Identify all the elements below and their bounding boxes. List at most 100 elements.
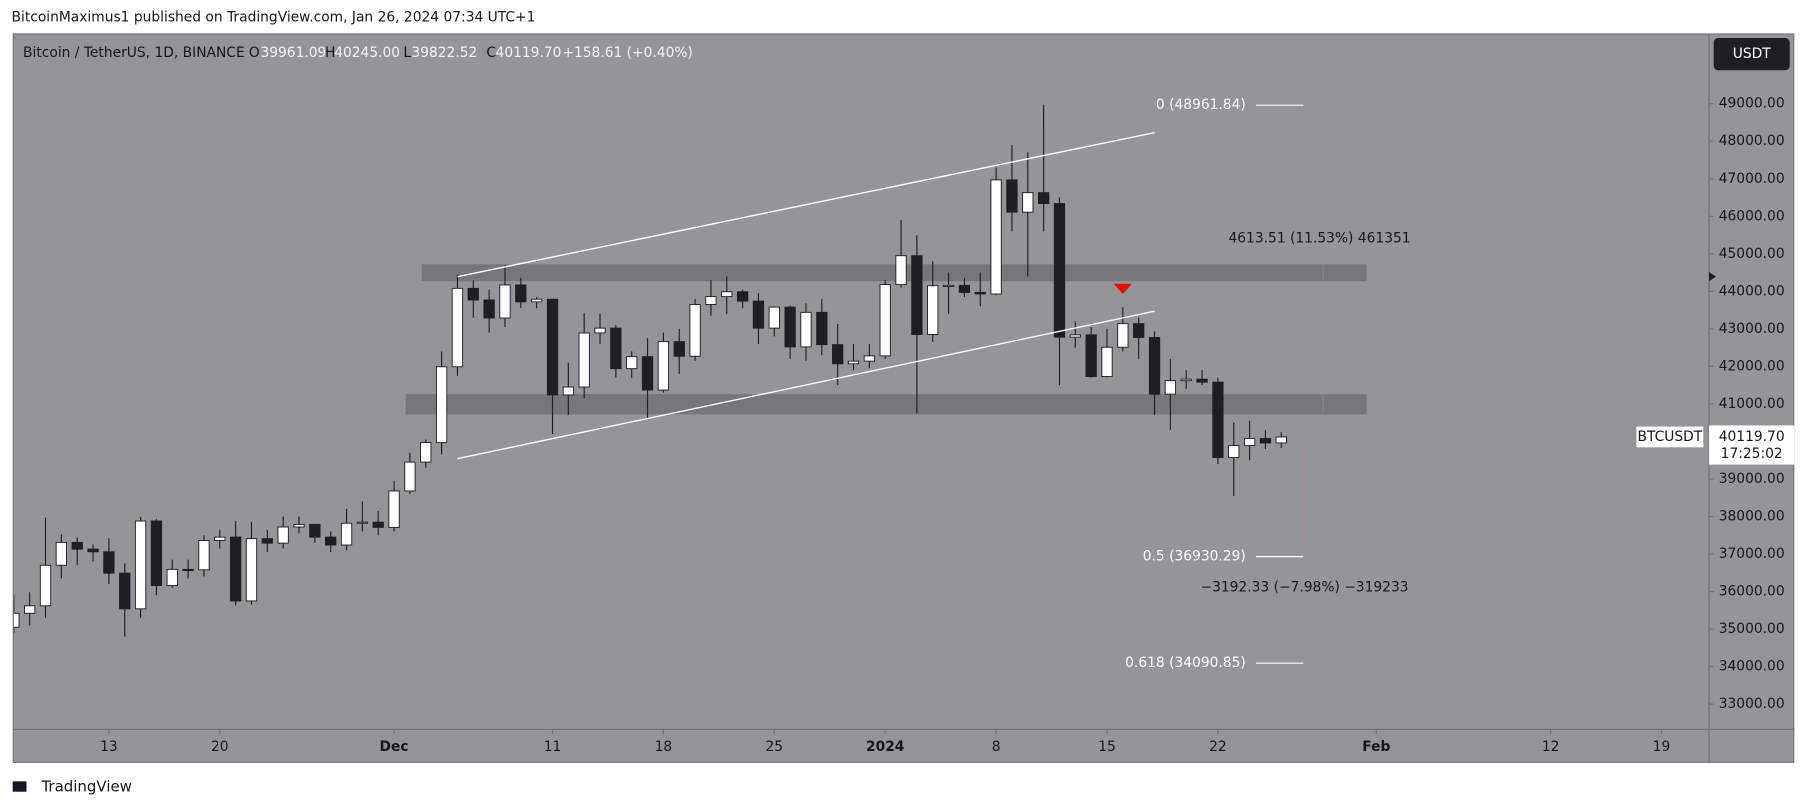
- symbol-tag-text: BTCUSDT: [1638, 429, 1703, 445]
- candle-body: [499, 284, 511, 319]
- x-tick-label: 25: [766, 739, 784, 755]
- alert-arrow: [1709, 271, 1716, 282]
- candle-body: [182, 568, 194, 572]
- zone: [421, 264, 1367, 282]
- candle-body: [515, 284, 527, 303]
- candle-body: [863, 355, 876, 362]
- y-tick-label: 41000.00: [1719, 396, 1785, 412]
- candle-body: [626, 356, 638, 370]
- price-tag-text: 40119.70: [1719, 429, 1785, 445]
- candle-body: [594, 327, 606, 334]
- currency[interactable]: USDT: [1733, 46, 1772, 62]
- candle-body: [768, 306, 780, 329]
- x-tick-label: Dec: [380, 739, 409, 755]
- y-tick-label: 36000.00: [1719, 584, 1785, 600]
- x-tick-label: 11: [544, 739, 562, 755]
- candle-body: [309, 523, 321, 538]
- x-tick-label: 20: [211, 739, 229, 755]
- candle-body: [546, 298, 559, 396]
- symbol-tag: [1636, 426, 1704, 448]
- candle-body: [641, 356, 654, 391]
- y-tick-label: 45000.00: [1719, 246, 1785, 262]
- candle-body: [958, 284, 971, 293]
- candle-body: [1006, 179, 1018, 213]
- candle-body: [119, 572, 131, 610]
- candle-body: [214, 536, 226, 541]
- y-tick-label: 33000.00: [1719, 696, 1785, 712]
- candle-body: [483, 299, 495, 319]
- candle-body: [562, 386, 574, 396]
- currency-button[interactable]: [1713, 38, 1790, 71]
- candle-body: [578, 332, 590, 388]
- candle-body: [1101, 346, 1113, 377]
- y-tick-label: 35000.00: [1719, 621, 1785, 637]
- candle-body: [55, 541, 68, 566]
- logo: [12, 781, 27, 792]
- candle-body: [800, 311, 812, 348]
- legend-change: +158.61 (+0.40%): [562, 45, 693, 61]
- candle-body: [229, 536, 242, 602]
- candle-body: [1117, 323, 1129, 348]
- candle-body: [451, 287, 464, 368]
- zone: [405, 394, 1367, 415]
- candle-body: [467, 287, 479, 301]
- x-tick-label: 12: [1542, 739, 1560, 755]
- candle-body: [1069, 334, 1081, 338]
- legend-high: 40245.00: [334, 45, 400, 61]
- candle-body: [1212, 381, 1224, 459]
- fib-label: 0.618 (34090.85): [1125, 655, 1246, 671]
- y-tick-label: 47000.00: [1719, 171, 1785, 187]
- candle-body: [847, 360, 860, 365]
- legend-close: 40119.70: [496, 45, 562, 61]
- legend-o: O: [249, 45, 260, 61]
- measure-label: 4613.51 (11.53%) 461351: [1228, 231, 1410, 247]
- legend-low: 39822.52: [411, 45, 477, 61]
- legend-open: 39961.09: [260, 45, 326, 61]
- candle-body: [435, 366, 448, 444]
- candle-body: [974, 292, 986, 295]
- y-tick-label: 44000.00: [1719, 283, 1785, 299]
- candle-body: [356, 521, 369, 524]
- candle-body: [277, 526, 289, 544]
- candle-body: [245, 538, 258, 602]
- fib-label: 0 (48961.84): [1156, 97, 1246, 113]
- price-tag: [1709, 425, 1795, 465]
- candle-body: [784, 306, 796, 348]
- brand: TradingView: [40, 778, 131, 796]
- candle-body: [927, 285, 939, 335]
- candle-body: [816, 311, 828, 346]
- candle-body: [261, 538, 273, 544]
- candle-body: [1022, 192, 1034, 213]
- y-tick-label: 39000.00: [1719, 471, 1785, 487]
- candle-body: [325, 536, 337, 546]
- countdown: 17:25:02: [1721, 446, 1783, 462]
- candle-body: [657, 341, 670, 391]
- legend-symbol: Bitcoin / TetherUS, 1D, BINANCE: [23, 45, 245, 61]
- candle-body: [911, 255, 923, 335]
- candle-body: [1243, 437, 1256, 447]
- candle-body: [990, 179, 1002, 295]
- candle-body: [1196, 378, 1208, 383]
- candle-body: [1259, 437, 1272, 444]
- x-tick-label: Feb: [1362, 739, 1390, 755]
- candle-body: [134, 520, 147, 610]
- candle-body: [1180, 378, 1192, 382]
- candle-body: [736, 291, 749, 302]
- x-tick-label: 22: [1209, 739, 1227, 755]
- legend-l: L: [403, 45, 411, 61]
- candle-body: [1085, 334, 1097, 377]
- candle-body: [150, 520, 163, 587]
- candle-body: [1133, 323, 1145, 338]
- candle-body: [87, 548, 99, 553]
- y-tick-label: 34000.00: [1719, 659, 1785, 675]
- x-tick-label: 13: [100, 739, 118, 755]
- candle-body: [721, 291, 733, 298]
- y-tick-label: 48000.00: [1719, 133, 1785, 149]
- x-tick-label: 8: [992, 739, 1001, 755]
- candle-body: [1053, 203, 1066, 338]
- candle-body: [293, 523, 305, 528]
- candle-body: [832, 344, 844, 365]
- y-tick-label: 37000.00: [1719, 546, 1785, 562]
- y-tick-label: 43000.00: [1719, 321, 1785, 337]
- candle-body: [1164, 380, 1177, 395]
